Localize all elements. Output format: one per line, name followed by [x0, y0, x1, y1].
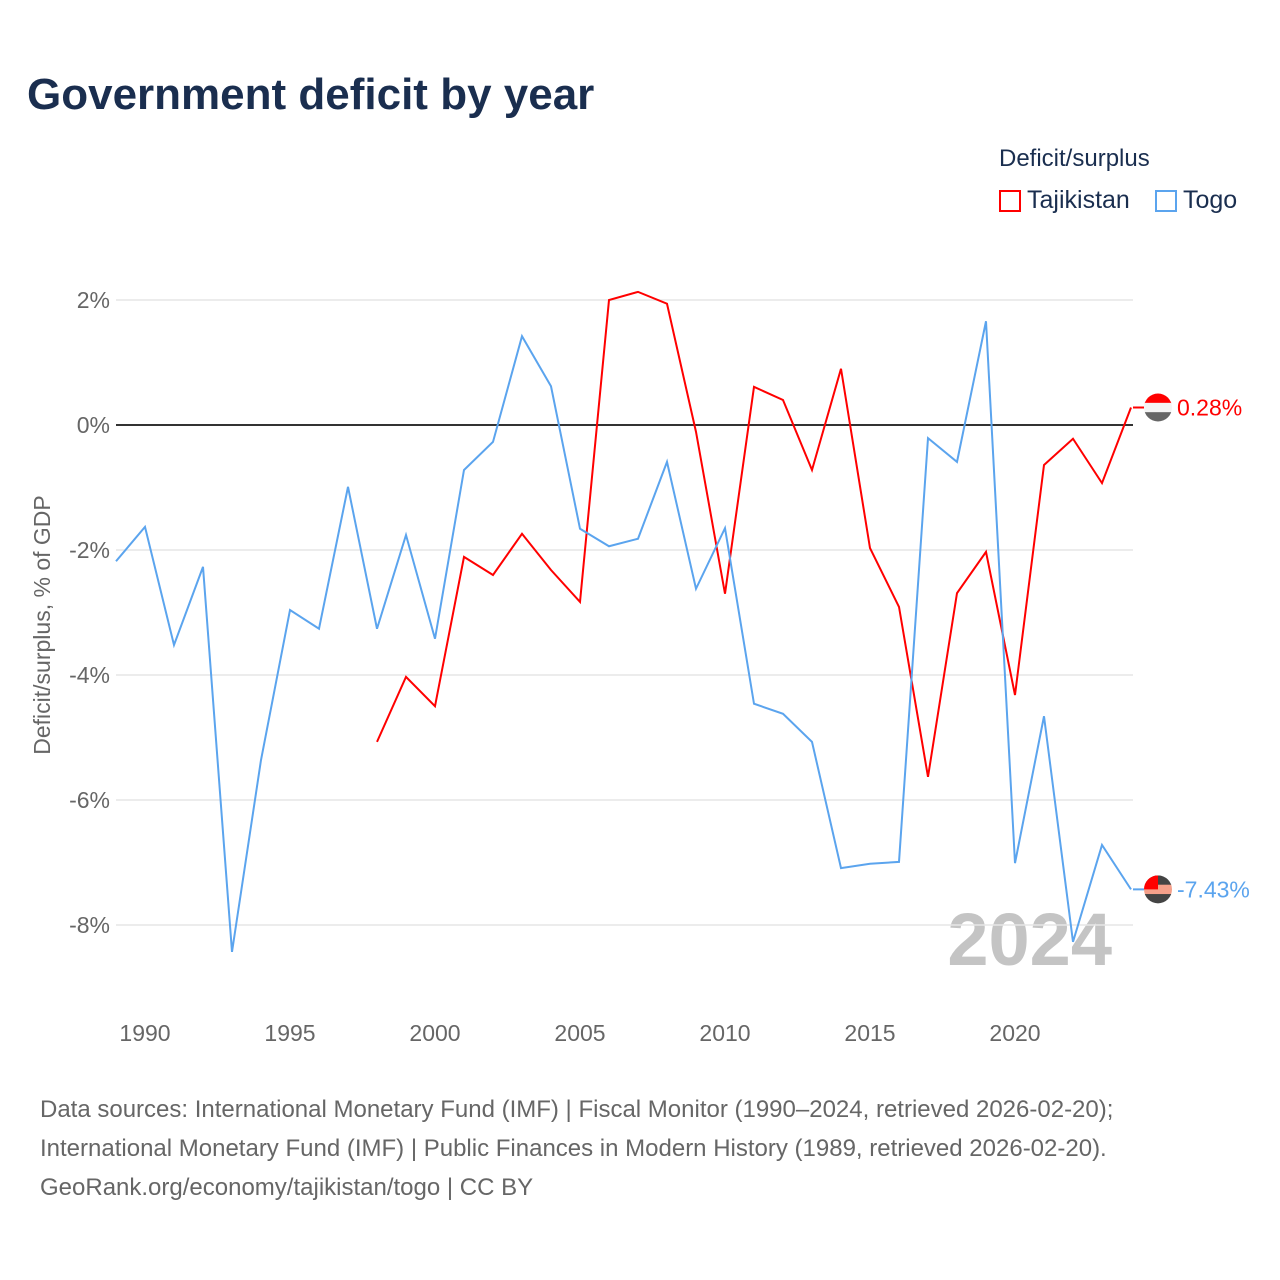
legend-title: Deficit/surplus — [999, 145, 1150, 172]
end-value-label-togo: -7.43% — [1177, 876, 1250, 902]
x-tick-label: 1990 — [119, 1020, 170, 1046]
y-tick-label: -8% — [69, 912, 110, 938]
x-tick-label: 2010 — [699, 1020, 750, 1046]
y-tick-label: 0% — [77, 412, 110, 438]
x-tick-label: 2000 — [409, 1020, 460, 1046]
source-line: International Monetary Fund (IMF) | Publ… — [40, 1135, 1107, 1162]
legend-label: Togo — [1183, 186, 1238, 214]
legend-item-togo[interactable]: Togo — [1155, 186, 1237, 215]
x-tick-label: 2020 — [989, 1020, 1040, 1046]
chart-title: Government deficit by year — [27, 70, 595, 119]
legend-label: Tajikistan — [1027, 186, 1130, 214]
year-watermark: 2024 — [947, 898, 1112, 981]
x-tick-label: 2015 — [844, 1020, 895, 1046]
y-tick-label: 2% — [77, 287, 110, 313]
end-value-label-tajikistan: 0.28% — [1177, 395, 1242, 421]
source-note: Data sources: International Monetary Fun… — [40, 1090, 1113, 1207]
legend-swatch-tajikistan — [999, 189, 1021, 212]
flag-togo-icon — [1144, 875, 1172, 904]
series-line-togo — [115, 321, 1132, 953]
x-tick-label: 2005 — [554, 1020, 605, 1046]
y-axis-label: Deficit/surplus, % of GDP — [29, 495, 55, 754]
y-tick-label: -4% — [69, 662, 110, 688]
y-tick-label: -6% — [69, 787, 110, 813]
x-tick-label: 1995 — [264, 1020, 315, 1046]
legend-item-tajikistan[interactable]: Tajikistan — [999, 186, 1130, 215]
source-link[interactable]: GeoRank.org/economy/tajikistan/togo | CC… — [40, 1174, 534, 1201]
source-line: Data sources: International Monetary Fun… — [40, 1096, 1114, 1123]
legend-swatch-togo — [1155, 189, 1177, 212]
y-tick-label: -2% — [69, 537, 110, 563]
flag-tajikistan-icon — [1144, 393, 1172, 422]
series-line-tajikistan — [376, 290, 1132, 778]
